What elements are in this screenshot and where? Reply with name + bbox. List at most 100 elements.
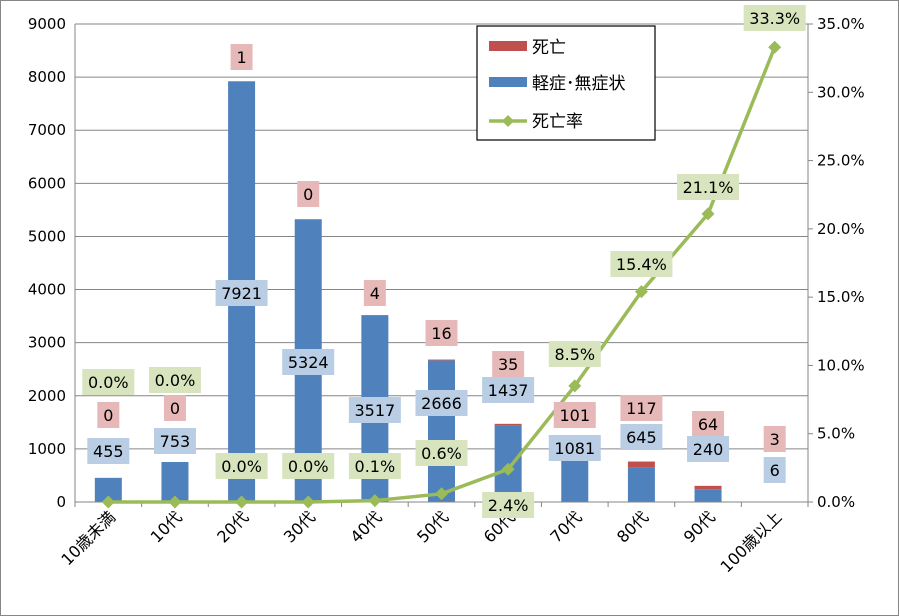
death-data-label-bg [97, 402, 120, 428]
death-data-label-bg [163, 395, 186, 421]
mild-data-label-text: 6 [770, 461, 780, 480]
rate-data-label-text: 2.4% [488, 496, 529, 515]
mild-data-label: 455 [87, 438, 130, 464]
death-data-label-bg [692, 411, 725, 437]
rate-marker [435, 487, 448, 501]
death-data-label-text: 4 [370, 284, 380, 303]
right-axis-tick-label: 0.0% [817, 493, 855, 511]
mild-data-label-bg [763, 457, 786, 483]
death-data-label-bg [297, 181, 320, 207]
rate-data-label-bg [482, 492, 535, 518]
death-data-label: 1 [230, 44, 253, 70]
death-data-label: 4 [363, 280, 386, 306]
mild-data-label: 1081 [548, 435, 601, 461]
right-axis-tick-label: 20.0% [817, 220, 865, 238]
left-axis-tick-label: 1000 [28, 440, 66, 458]
mild-data-label-bg [282, 349, 335, 375]
mild-data-label-text: 645 [626, 428, 657, 447]
rate-marker [301, 495, 315, 509]
mild-data-label-text: 1437 [488, 381, 529, 400]
rate-marker [235, 495, 249, 509]
death-data-label-bg [425, 320, 458, 346]
mild-data-label-text: 455 [93, 442, 124, 461]
death-data-label-text: 16 [431, 324, 451, 343]
bar-death [627, 461, 655, 468]
rate-data-label-bg [415, 440, 468, 466]
death-data-label-bg [763, 426, 786, 452]
rate-data-label-bg [677, 174, 740, 200]
mild-data-label-bg [153, 428, 196, 454]
rate-data-label: 2.4% [482, 492, 535, 518]
rate-data-label: 33.3% [743, 5, 806, 31]
death-data-label-text: 0 [170, 399, 180, 418]
mild-data-label-bg [348, 397, 401, 423]
rate-data-label: 0.1% [348, 453, 401, 479]
rate-data-label-bg [610, 251, 673, 277]
rate-data-label-bg [548, 341, 601, 367]
left-axis-tick-label: 4000 [28, 281, 66, 299]
rate-data-label-text: 0.0% [221, 457, 262, 476]
mild-data-label: 7921 [215, 280, 268, 306]
rate-data-label: 0.6% [415, 440, 468, 466]
death-data-label-text: 1 [236, 48, 246, 67]
right-axis-tick-label: 30.0% [817, 83, 865, 101]
rate-marker [368, 494, 382, 508]
death-data-label-text: 0 [303, 185, 313, 204]
mild-data-label-bg [687, 436, 730, 462]
death-data-label: 35 [492, 351, 525, 377]
death-data-label-text: 101 [559, 406, 590, 425]
mild-data-label-bg [415, 390, 468, 416]
death-data-label-text: 117 [626, 399, 657, 418]
mild-data-label-text: 5324 [288, 353, 329, 372]
rate-marker [568, 379, 582, 393]
death-data-label-bg [492, 351, 525, 377]
mild-data-label-text: 3517 [355, 401, 396, 420]
mild-data-label: 1437 [482, 377, 535, 403]
bar-mild [694, 489, 722, 502]
rate-marker [101, 495, 115, 509]
bar-mild [627, 467, 655, 502]
bar-death [694, 485, 722, 490]
death-data-label: 64 [692, 411, 725, 437]
rate-data-label-bg [82, 369, 135, 395]
rate-data-label-text: 0.0% [155, 371, 196, 390]
mild-data-label: 240 [687, 436, 730, 462]
death-data-label-bg [620, 395, 663, 421]
mild-data-label-bg [620, 424, 663, 450]
mild-data-label-bg [87, 438, 130, 464]
rate-data-label: 21.1% [677, 174, 740, 200]
death-data-label: 101 [553, 402, 596, 428]
rate-data-label: 0.0% [282, 453, 335, 479]
rate-marker [634, 285, 648, 299]
rate-data-label: 0.0% [82, 369, 135, 395]
mild-data-label-text: 7921 [221, 284, 262, 303]
bar-death [494, 423, 522, 426]
rate-data-label-text: 33.3% [749, 9, 800, 28]
legend-bar-swatch [489, 77, 527, 87]
mild-data-label-text: 753 [160, 432, 191, 451]
right-axis-tick-label: 25.0% [817, 152, 865, 170]
death-data-label: 16 [425, 320, 458, 346]
bar-mild [428, 360, 455, 502]
rate-data-label-bg [743, 5, 806, 31]
mild-data-label: 5324 [282, 349, 335, 375]
left-axis-tick-label: 5000 [28, 227, 66, 245]
rate-data-label-text: 0.0% [88, 373, 129, 392]
rate-data-label: 15.4% [610, 251, 673, 277]
left-axis-tick-label: 0 [56, 493, 66, 511]
death-data-label: 0 [297, 181, 320, 207]
mild-data-label: 3517 [348, 397, 401, 423]
legend-marker-swatch [502, 115, 514, 127]
death-data-label: 3 [763, 426, 786, 452]
rate-data-label-bg [348, 453, 401, 479]
mild-data-label: 2666 [415, 390, 468, 416]
death-data-label-bg [553, 402, 596, 428]
death-data-label-bg [363, 280, 386, 306]
left-axis-tick-label: 6000 [28, 174, 66, 192]
rate-data-label: 0.0% [215, 453, 268, 479]
right-axis-tick-label: 35.0% [817, 15, 865, 33]
legend-bar-swatch [489, 41, 527, 51]
left-axis-tick-label: 3000 [28, 334, 66, 352]
